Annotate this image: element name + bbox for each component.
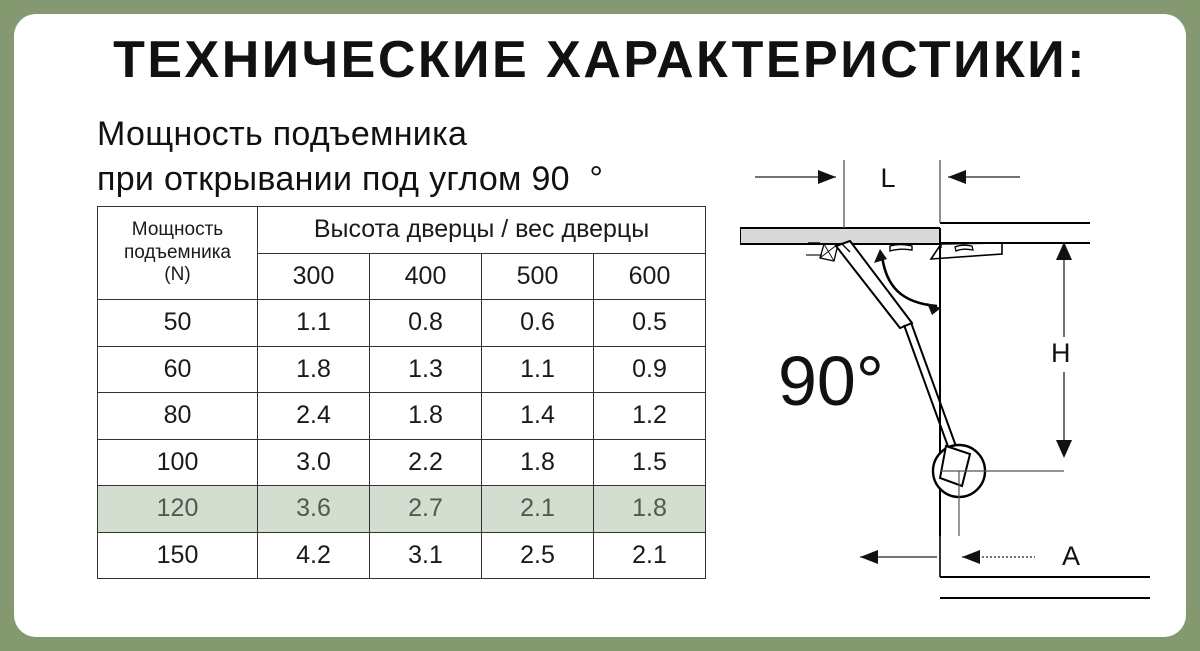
svg-text:90°: 90° bbox=[778, 342, 884, 420]
svg-text:A: A bbox=[1062, 541, 1080, 571]
svg-text:H: H bbox=[1051, 338, 1071, 368]
svg-text:L: L bbox=[880, 163, 895, 193]
